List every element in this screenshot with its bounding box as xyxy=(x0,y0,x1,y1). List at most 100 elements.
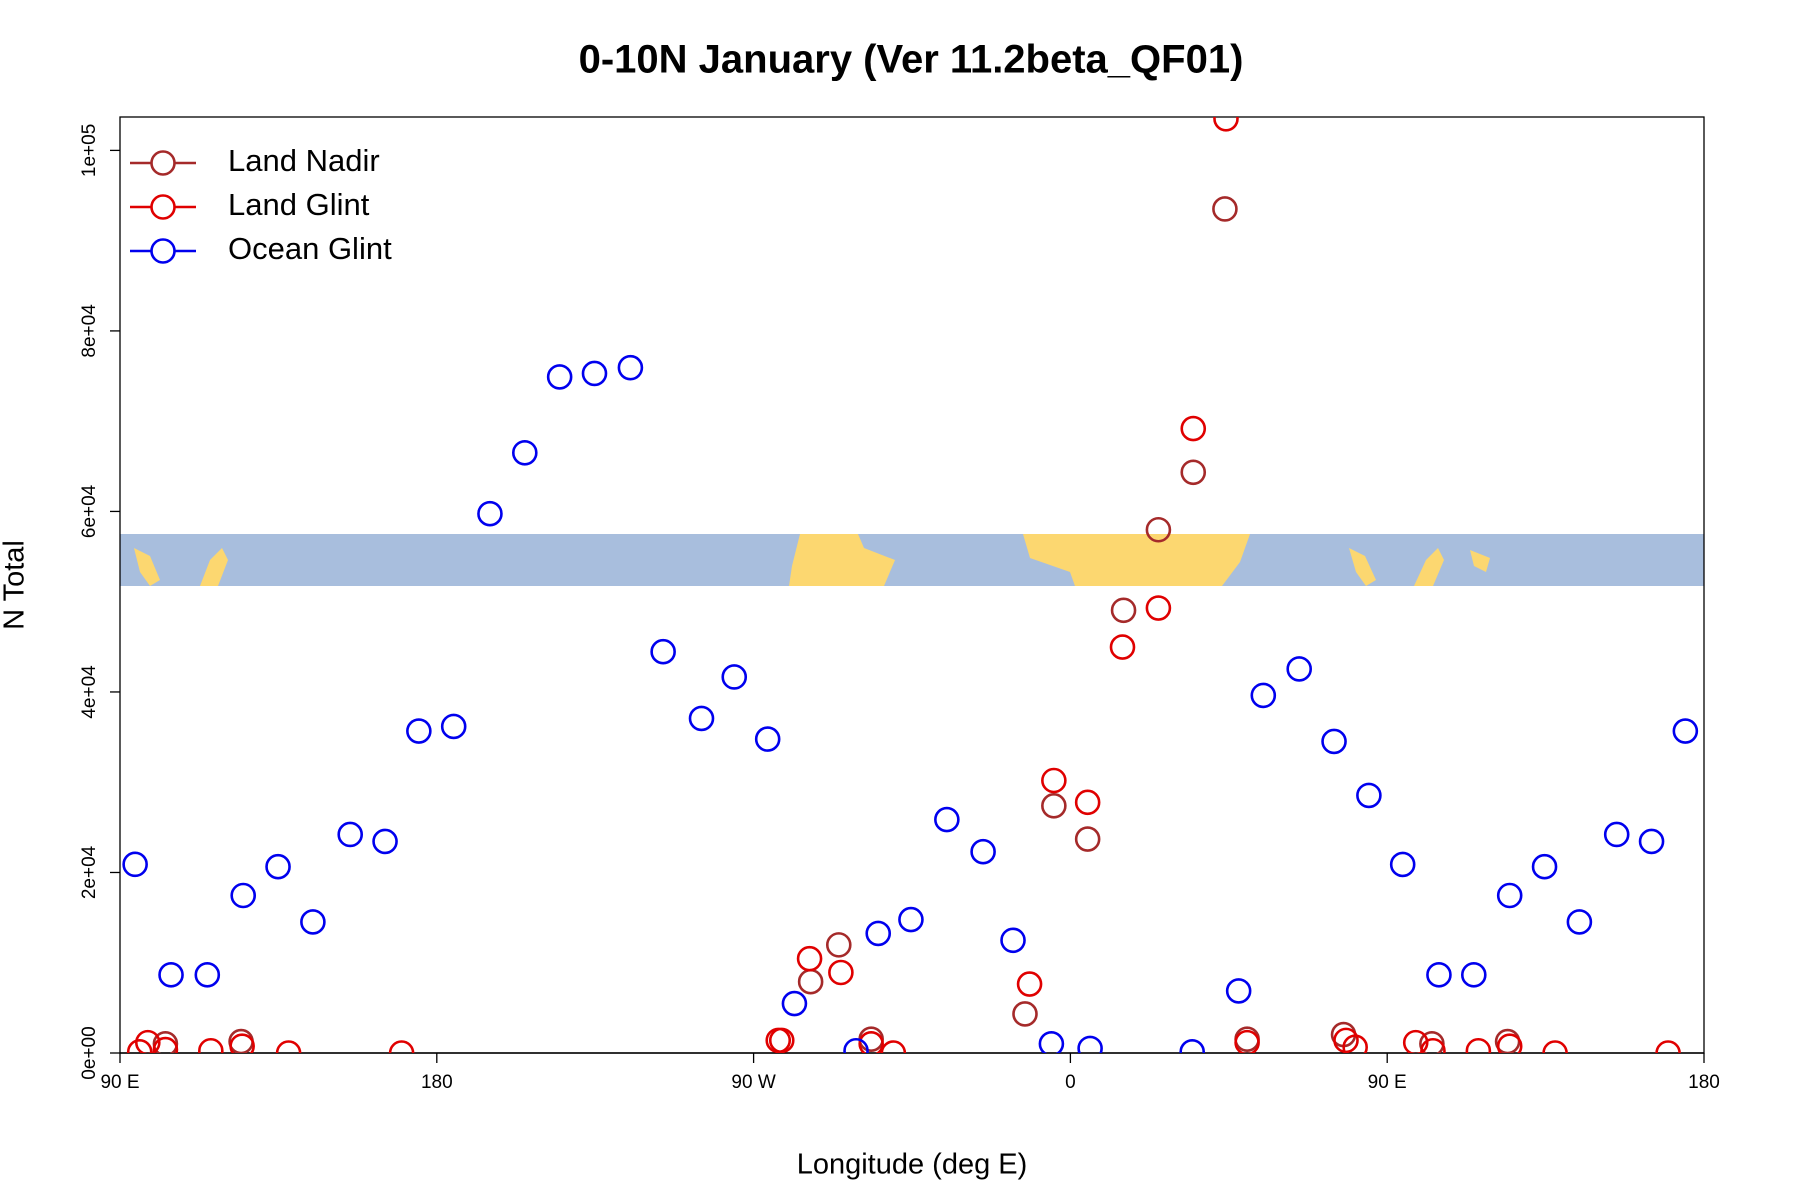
point xyxy=(1016,971,1043,997)
point xyxy=(1234,1029,1260,1053)
map-ocean xyxy=(120,534,1704,586)
point xyxy=(1077,1035,1103,1053)
point xyxy=(1225,978,1252,1004)
point xyxy=(1212,196,1238,222)
points xyxy=(122,117,1699,1053)
legend-marker xyxy=(150,150,176,176)
point xyxy=(1342,1034,1368,1053)
point xyxy=(229,1033,255,1053)
point xyxy=(1356,782,1382,809)
point xyxy=(135,1029,161,1053)
point xyxy=(1531,853,1558,880)
legend-marker xyxy=(150,194,176,220)
point xyxy=(1389,851,1416,878)
point xyxy=(1041,767,1067,794)
legend-label: Ocean Glint xyxy=(228,231,392,266)
map-land xyxy=(789,534,895,586)
plot-frame xyxy=(119,116,1705,1054)
point xyxy=(546,364,573,390)
y-tick-label: 6e+04 xyxy=(79,484,100,538)
point xyxy=(1110,597,1137,624)
point xyxy=(122,851,148,878)
point xyxy=(152,1030,179,1053)
point xyxy=(1179,1039,1205,1053)
point xyxy=(1496,1033,1523,1053)
point xyxy=(843,1037,869,1053)
point xyxy=(1420,1037,1446,1053)
point xyxy=(1038,1030,1065,1053)
point xyxy=(970,838,996,865)
y-tick-label: 4e+04 xyxy=(79,665,100,719)
point xyxy=(617,354,644,381)
point xyxy=(1180,459,1207,486)
point xyxy=(1145,595,1172,621)
map-land xyxy=(1023,534,1250,586)
point xyxy=(934,806,960,833)
point xyxy=(275,1040,302,1053)
point xyxy=(1426,962,1452,988)
point xyxy=(781,990,808,1017)
point xyxy=(1213,117,1239,132)
point xyxy=(721,664,748,690)
x-tick-label: 180 xyxy=(1688,1072,1720,1093)
point xyxy=(1180,415,1207,442)
point xyxy=(388,1040,415,1053)
point xyxy=(898,906,924,933)
point xyxy=(581,360,608,387)
point xyxy=(754,726,781,752)
point xyxy=(650,638,676,665)
y-axis-label: N Total xyxy=(0,540,31,630)
point xyxy=(198,1037,224,1053)
point xyxy=(1566,909,1593,935)
legend-label: Land Nadir xyxy=(228,143,380,178)
point xyxy=(372,828,398,855)
x-tick-label: 90 W xyxy=(731,1072,775,1093)
y-tick-label: 2e+04 xyxy=(79,845,100,899)
point xyxy=(477,500,503,527)
point xyxy=(796,945,823,972)
point xyxy=(126,1039,153,1053)
point xyxy=(1074,789,1101,816)
point xyxy=(1145,516,1172,543)
y-tick-label: 0e+00 xyxy=(79,1026,100,1079)
point xyxy=(688,705,715,732)
chart-title: 0-10N January (Ver 11.2beta_QF01) xyxy=(579,38,1244,82)
point xyxy=(230,882,256,909)
x-tick-label: 90 E xyxy=(100,1072,139,1093)
point xyxy=(1638,828,1665,855)
point xyxy=(440,713,467,740)
x-axis-label: Longitude (deg E) xyxy=(797,1149,1028,1181)
point xyxy=(1496,882,1523,909)
point xyxy=(1000,927,1026,954)
point xyxy=(1465,1037,1492,1053)
point xyxy=(1286,656,1312,682)
point xyxy=(194,962,221,988)
x-tick-label: 90 E xyxy=(1368,1072,1407,1093)
point xyxy=(300,909,326,935)
point xyxy=(1542,1040,1568,1053)
point xyxy=(1041,792,1067,819)
point xyxy=(1012,1001,1038,1027)
point xyxy=(828,959,854,986)
point xyxy=(511,439,538,466)
y-tick-label: 8e+04 xyxy=(79,304,100,358)
legend-label: Land Glint xyxy=(228,187,370,222)
point xyxy=(1402,1029,1429,1053)
x-tick-label: 0 xyxy=(1065,1072,1076,1093)
point xyxy=(337,821,364,848)
point xyxy=(265,853,291,880)
point xyxy=(1074,826,1101,852)
point xyxy=(1250,682,1277,709)
point xyxy=(858,1030,884,1053)
point xyxy=(865,920,892,947)
legend-marker xyxy=(150,238,176,264)
point xyxy=(797,968,824,995)
map-land xyxy=(134,548,228,586)
point xyxy=(1109,634,1136,660)
point xyxy=(1603,821,1630,848)
point xyxy=(1460,962,1487,988)
point xyxy=(1672,718,1699,744)
map-land xyxy=(1349,548,1490,586)
